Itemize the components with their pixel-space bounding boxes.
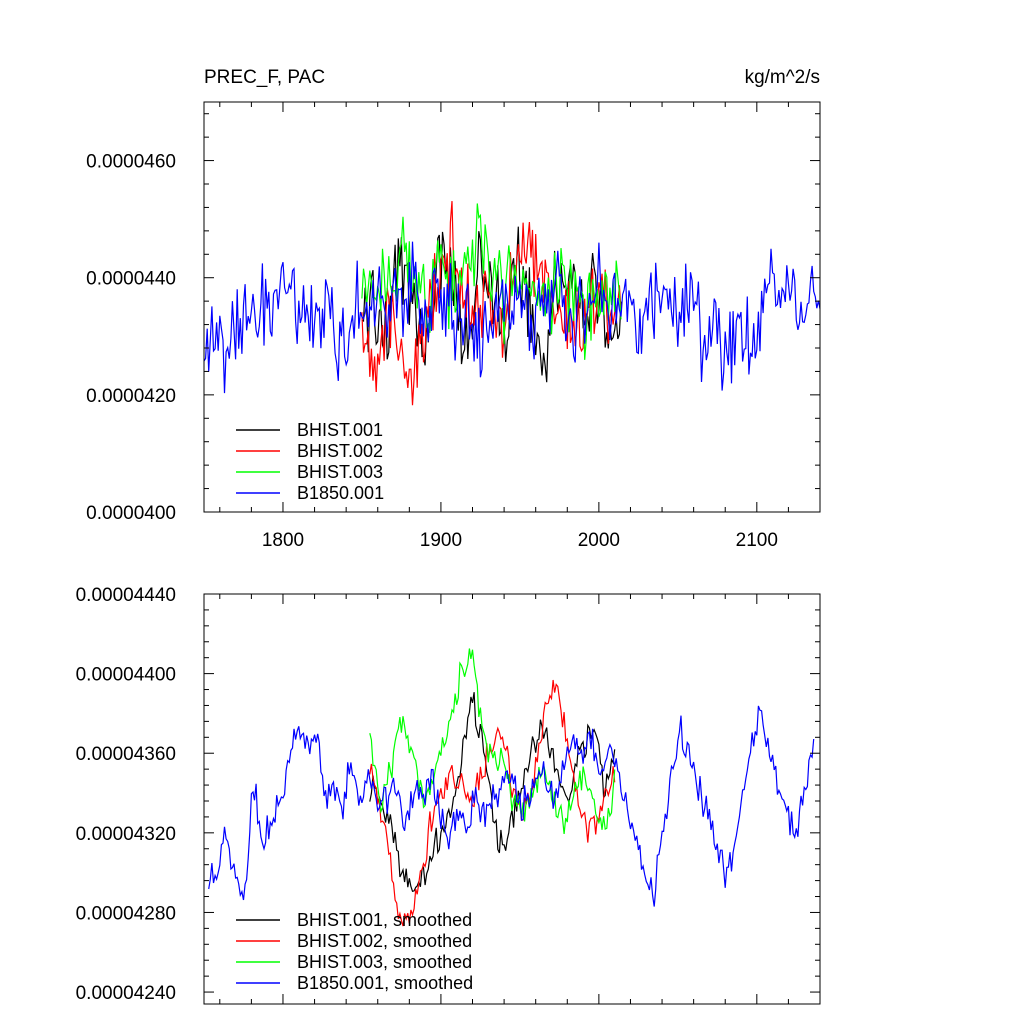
top-panel-units: kg/m^2/s <box>745 67 820 88</box>
top-panel-title: PREC_F, PAC <box>204 67 325 88</box>
legend-label: BHIST.002 <box>297 441 383 461</box>
legend-label: BHIST.001, smoothed <box>297 910 472 930</box>
y-tick-label: 0.0000460 <box>86 152 176 173</box>
bottom-panel-ticks: 0.00004240 0.00004280 0.00004320 0.00004360… <box>76 585 821 1004</box>
legend-label: BHIST.003 <box>297 462 383 482</box>
y-tick-label: 0.00004400 <box>76 665 176 686</box>
series-line-bhist-003 <box>361 203 622 360</box>
top-panel-series <box>203 201 821 406</box>
top-panel-ticks: 0.0000400 0.0000420 0.0000440 0.0000460 1800… <box>86 102 821 551</box>
x-tick-label: 1900 <box>420 530 462 551</box>
series-line-b1850-001 <box>203 241 821 394</box>
top-panel: PREC_F, PAC kg/m^2/s 0.00004000.00004200… <box>86 67 821 551</box>
series-line-bhist-003-smoothed <box>369 648 616 834</box>
y-tick-label: 0.0000440 <box>86 269 176 290</box>
y-tick-label: 0.0000400 <box>86 503 176 524</box>
y-tick-label: 0.00004440 <box>76 585 176 606</box>
legend-label: BHIST.003, smoothed <box>297 952 472 972</box>
x-tick-label: 1800 <box>262 530 304 551</box>
legend-label: B1850.001 <box>297 483 384 503</box>
x-tick-label: 2100 <box>736 530 778 551</box>
legend-label: BHIST.001 <box>297 420 383 440</box>
y-tick-label: 0.00004320 <box>76 824 176 845</box>
y-tick-label: 0.00004360 <box>76 744 176 765</box>
bottom-panel-frame <box>203 593 821 1005</box>
top-panel-frame <box>203 101 821 513</box>
y-tick-label: 0.00004280 <box>76 903 176 924</box>
bottom-panel: 0.00004240 0.00004280 0.00004320 0.00004360… <box>76 585 821 1005</box>
legend-label: B1850.001, smoothed <box>297 973 473 993</box>
legend-label: BHIST.002, smoothed <box>297 931 472 951</box>
series-line-b1850-001-smoothed <box>208 705 815 907</box>
y-tick-label: 0.0000420 <box>86 386 176 407</box>
series-line-bhist-002-smoothed <box>369 679 616 927</box>
series-line-bhist-001 <box>361 226 622 383</box>
x-tick-label: 2000 <box>578 530 620 551</box>
bottom-panel-series <box>208 648 815 927</box>
y-tick-label: 0.00004240 <box>76 983 176 1004</box>
